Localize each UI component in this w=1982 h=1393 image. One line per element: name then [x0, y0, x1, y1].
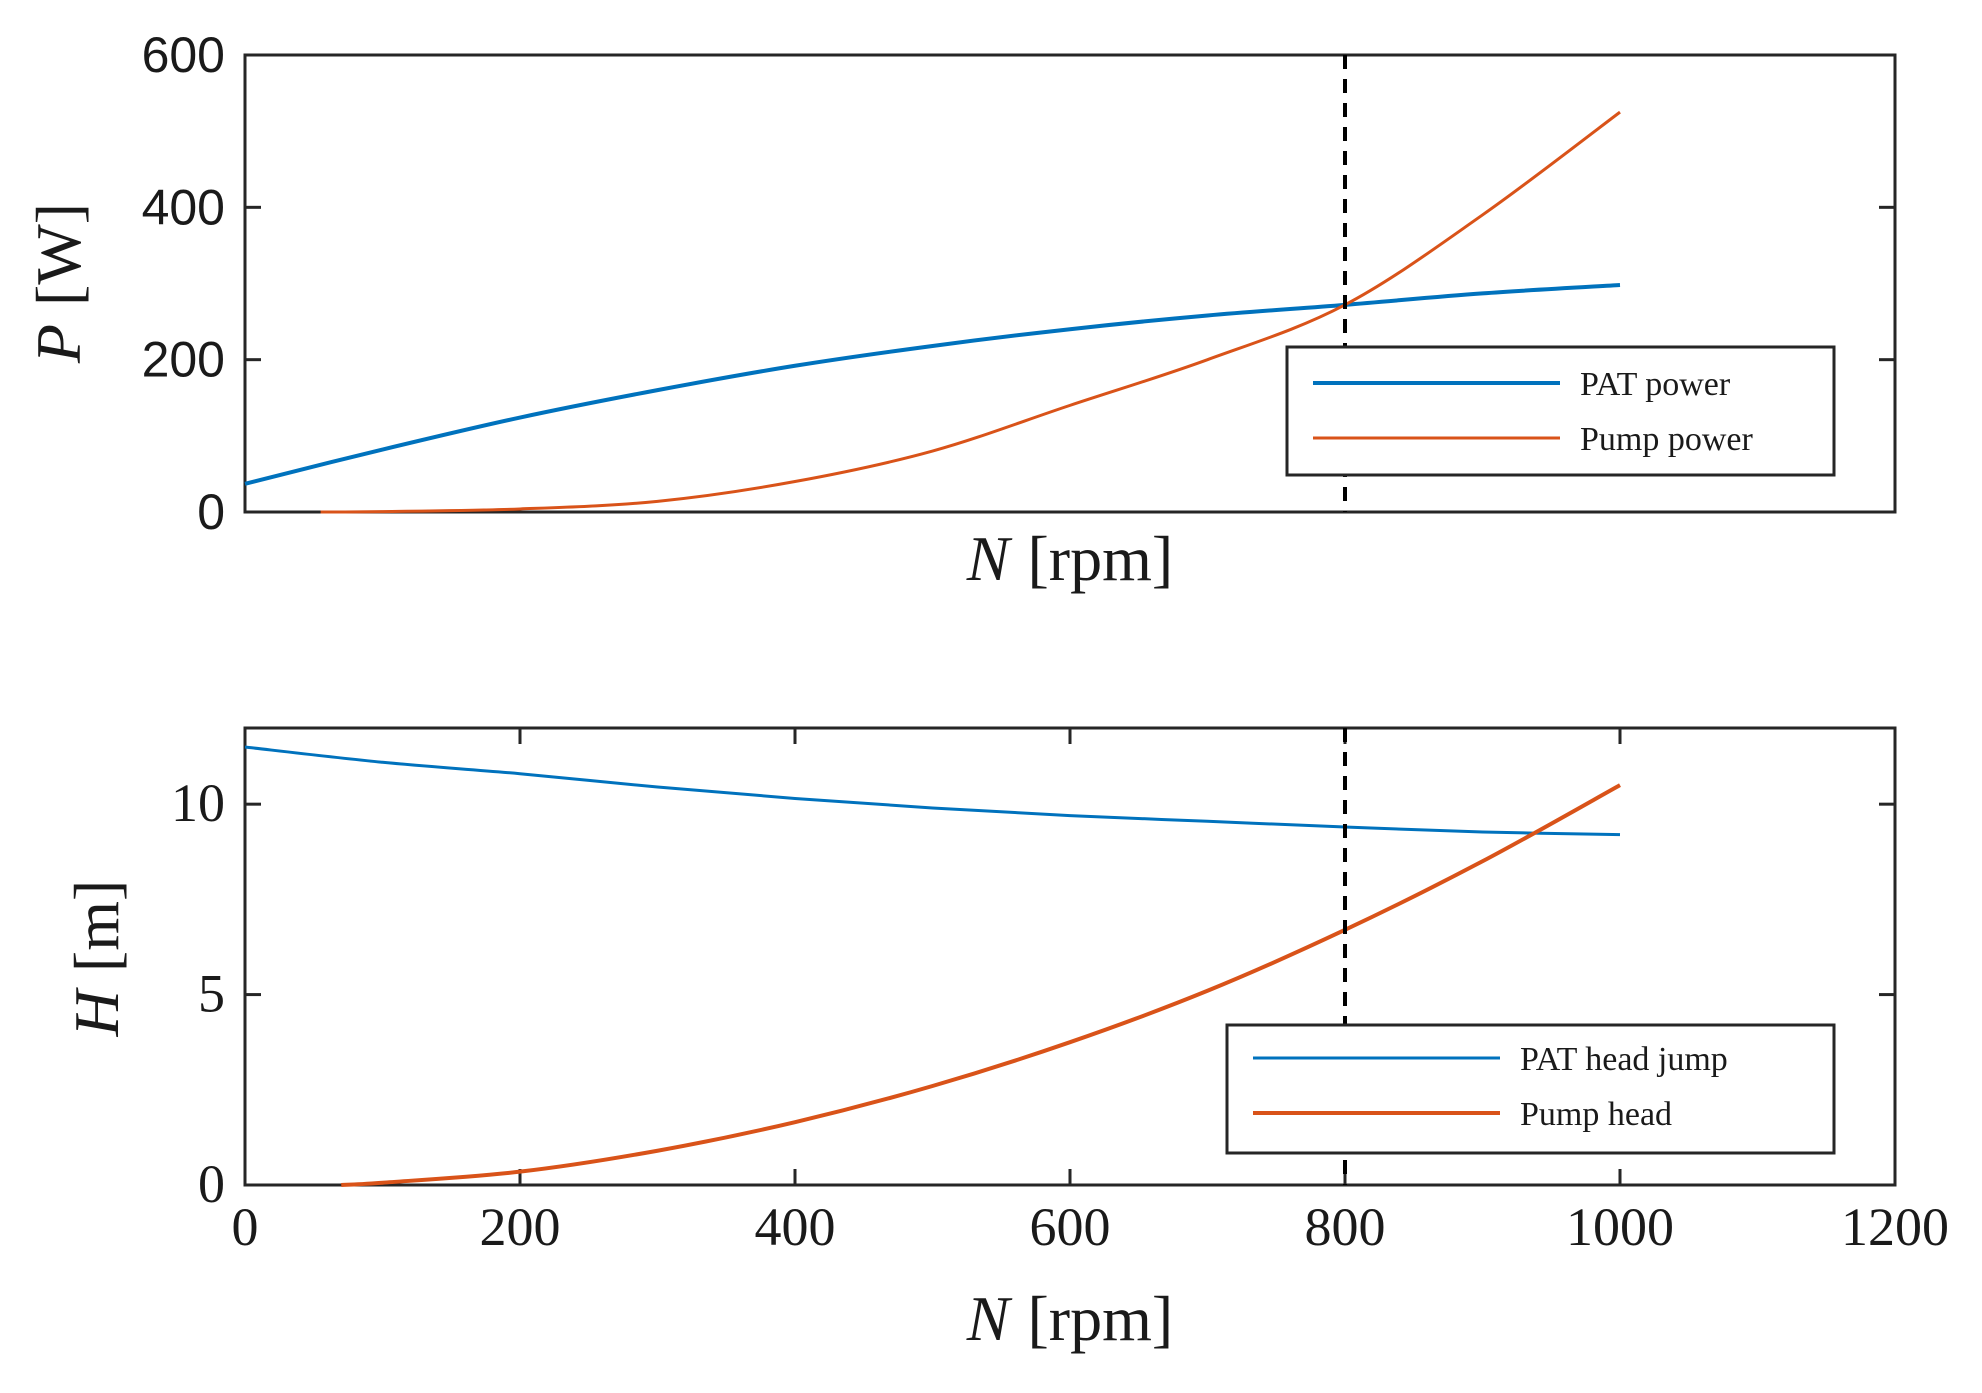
- head-x-tick-label: 1000: [1566, 1197, 1674, 1257]
- head-series-pat-head-jump: [244, 745, 1621, 837]
- power-chart-panel: 0 200 400 600 PAT power Pump power N [rpm] P…: [23, 27, 1897, 594]
- head-x-tick-label: 200: [480, 1197, 561, 1257]
- legend-label-pat-head-jump: PAT head jump: [1520, 1041, 1728, 1078]
- power-series-pump-power: [320, 110, 1621, 514]
- head-x-tick-label: 800: [1305, 1197, 1386, 1257]
- head-y-tick-label: 10: [171, 773, 225, 833]
- power-y-ticks: 0 200 400 600: [142, 27, 1895, 540]
- power-series-pat-power: [244, 283, 1621, 486]
- head-legend-box: [1225, 1023, 1836, 1155]
- head-x-tick-label: 1200: [1841, 1197, 1949, 1257]
- power-y-tick-label: 600: [142, 27, 225, 83]
- head-x-tick-label: 600: [1030, 1197, 1111, 1257]
- power-x-axis-label: N [rpm]: [966, 523, 1173, 594]
- head-y-tick-label: 5: [198, 964, 225, 1024]
- power-y-axis-label: P[W]: [23, 203, 94, 364]
- head-y-ticks: 0 5 10: [171, 773, 1895, 1214]
- head-x-tick-label: 400: [755, 1197, 836, 1257]
- legend-label-pump-head: Pump head: [1520, 1096, 1672, 1133]
- power-y-tick-label: 200: [142, 332, 225, 388]
- power-y-tick-label: 400: [142, 179, 225, 235]
- power-y-tick-label: 0: [197, 484, 225, 540]
- head-x-axis-label: N [rpm]: [966, 1283, 1173, 1354]
- power-series: [244, 110, 1621, 514]
- power-legend: PAT power Pump power: [1285, 345, 1836, 477]
- head-legend: PAT head jump Pump head: [1225, 1023, 1836, 1155]
- head-y-tick-label: 0: [198, 1154, 225, 1214]
- head-y-axis-label: H[m]: [61, 880, 132, 1038]
- head-series-pump-head: [341, 783, 1621, 1187]
- head-chart-panel: 0 5 10 0 200 400 600 800 1000 1200 PAT head jump…: [61, 726, 1949, 1354]
- legend-label-pat-power: PAT power: [1580, 366, 1731, 403]
- legend-label-pump-power: Pump power: [1580, 421, 1754, 458]
- head-series: [244, 745, 1621, 1187]
- head-x-tick-label: 0: [232, 1197, 259, 1257]
- power-legend-box: [1285, 345, 1836, 477]
